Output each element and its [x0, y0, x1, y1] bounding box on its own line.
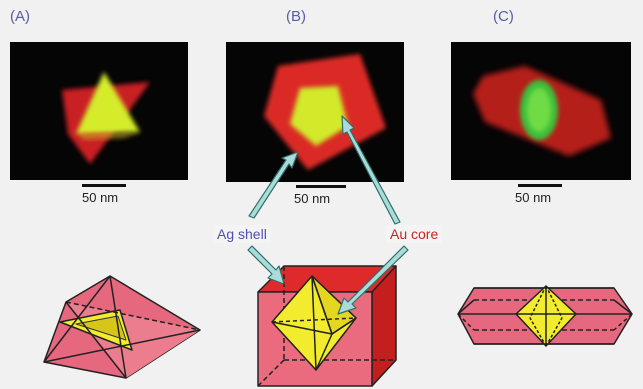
scale-label-c: 50 nm: [515, 190, 552, 205]
arrow-shell-to-model: [247, 245, 285, 285]
scale-label-a: 50 nm: [82, 190, 119, 205]
panel-c-label: (C): [493, 8, 514, 25]
arrow-core-to-tem: [341, 115, 401, 225]
callout-arrows: [247, 115, 409, 315]
arrow-core-to-model: [337, 245, 409, 315]
panel-b-label: (B): [286, 8, 306, 25]
tem-image-c-graphic: [473, 66, 611, 156]
octahedron-model: [43, 275, 201, 379]
tem-image-c: [451, 42, 631, 180]
cube-model: [257, 265, 397, 387]
rod-model: [457, 285, 633, 347]
scale-label-b: 50 nm: [294, 191, 331, 206]
panel-a-label: (A): [10, 8, 30, 25]
callout-ag-shell: Ag shell: [213, 225, 271, 243]
callout-au-core: Au core: [386, 225, 443, 243]
arrow-shell-to-tem: [248, 151, 299, 219]
scale-bar-c: [518, 184, 562, 187]
scale-bar-a: [82, 184, 126, 187]
scale-bar-b: [296, 185, 346, 188]
tem-image-a: [10, 42, 188, 180]
tem-image-a-graphic: [62, 72, 150, 164]
